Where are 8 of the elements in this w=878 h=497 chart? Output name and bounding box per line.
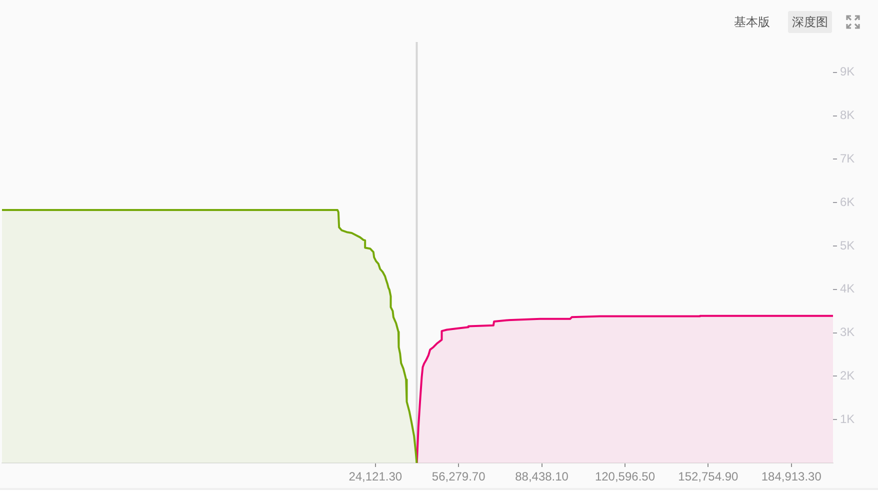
x-tick-label: 88,438.10 <box>515 470 569 484</box>
x-tick-label: 120,596.50 <box>594 470 656 484</box>
text: 基本版 <box>733 14 771 31</box>
x-tick-label: 184,913.30 <box>761 470 822 484</box>
text: 深度图 <box>788 11 832 33</box>
x-tick-label: 56,279.70 <box>432 470 486 484</box>
x-tick-label: 24,121.30 <box>348 470 402 484</box>
x-tick-label: 152,754.90 <box>678 470 739 484</box>
